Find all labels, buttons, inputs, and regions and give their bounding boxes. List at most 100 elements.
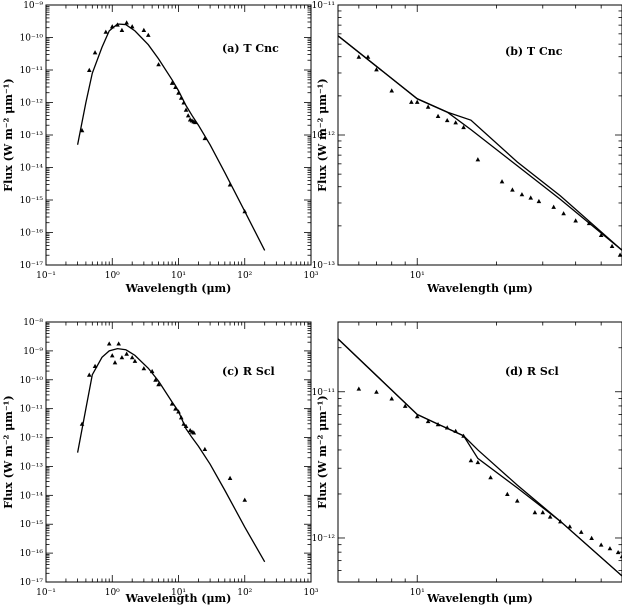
data-point-marker	[578, 529, 584, 534]
data-point-marker	[112, 360, 118, 365]
data-point-marker	[453, 428, 458, 433]
data-point-marker	[116, 341, 121, 346]
data-point-marker	[586, 220, 592, 226]
y-tick-label: 10⁻¹¹	[20, 66, 43, 76]
x-tick-label: 10¹	[171, 588, 186, 598]
data-point-marker	[510, 187, 515, 192]
data-point-marker	[242, 209, 248, 214]
data-point-marker	[145, 32, 151, 37]
data-point-marker	[505, 491, 510, 496]
plot-frame	[337, 4, 622, 266]
data-point-marker	[156, 382, 161, 387]
data-point-marker	[132, 358, 138, 363]
data-point-marker	[598, 542, 604, 547]
y-axis-title: Flux (W m⁻² μm⁻¹)	[316, 395, 329, 508]
y-tick-label: 10⁻¹⁵	[20, 520, 44, 530]
data-point-marker	[191, 430, 197, 435]
y-tick-label: 10⁻⁸	[23, 318, 43, 328]
data-point-marker	[227, 475, 233, 480]
y-tick-label: 10⁻¹²	[20, 99, 44, 109]
x-tick-label: 10¹	[171, 271, 186, 281]
panel-label: (b) T Cnc	[505, 45, 563, 58]
data-point-marker	[109, 24, 115, 29]
data-point-marker	[124, 351, 129, 356]
data-point-marker	[573, 218, 578, 223]
y-axis-title: Flux (W m⁻² μm⁻¹)	[316, 78, 329, 191]
y-tick-label: 10⁻¹³	[312, 261, 336, 271]
data-point-marker	[129, 24, 135, 29]
y-tick-label: 10⁻¹⁵	[20, 196, 44, 206]
data-point-marker	[414, 414, 420, 419]
x-axis-title: Wavelength (μm)	[426, 282, 533, 295]
y-tick-label: 10⁻⁹	[23, 347, 43, 357]
data-point-marker	[79, 128, 85, 133]
data-point-marker	[129, 355, 135, 360]
data-point-marker	[519, 192, 525, 197]
data-point-marker	[475, 459, 481, 465]
data-point-marker	[374, 389, 379, 394]
data-point-marker	[365, 54, 371, 59]
data-point-marker	[109, 353, 115, 358]
y-tick-label: 10⁻¹⁷	[20, 261, 44, 271]
data-point-marker	[79, 421, 85, 426]
chart-panel-2: 10¹ 10⁻¹³ 10⁻¹² 10⁻¹¹ Wavelength (μm) Flux (W…	[312, 1, 622, 295]
data-point-marker	[547, 514, 553, 519]
data-point-marker	[444, 425, 450, 430]
data-point-marker	[86, 67, 92, 72]
plot-frame	[45, 321, 312, 583]
y-tick-label: 10⁻¹⁴	[20, 491, 44, 501]
y-tick-label: 10⁻¹²	[312, 534, 336, 544]
data-point-marker	[115, 22, 120, 27]
data-point-marker	[178, 415, 184, 420]
panel-label: (d) R Scl	[505, 365, 559, 378]
x-tick-label: 10²	[237, 588, 252, 598]
data-point-marker	[202, 135, 208, 141]
y-tick-label: 10⁻¹³	[20, 462, 44, 472]
data-point-marker	[356, 386, 362, 391]
y-tick-label: 10⁻¹³	[20, 131, 44, 141]
data-point-marker	[153, 377, 158, 382]
data-point-marker	[183, 423, 189, 429]
data-point-marker	[488, 475, 493, 480]
data-point-marker	[536, 198, 542, 204]
data-point-marker	[183, 107, 189, 112]
model-sed-line	[338, 35, 622, 251]
data-point-marker	[202, 446, 208, 452]
data-point-marker	[193, 119, 198, 125]
data-point-marker	[389, 88, 395, 93]
plot-frame	[337, 321, 622, 583]
x-tick-label: 10⁰	[105, 271, 120, 281]
data-point-marker	[119, 355, 125, 360]
data-point-marker	[374, 67, 379, 72]
data-point-marker	[532, 510, 538, 515]
data-point-marker	[181, 100, 187, 105]
data-point-marker	[173, 406, 178, 411]
data-point-marker	[435, 113, 441, 119]
model-sed-line	[338, 338, 622, 577]
y-tick-label: 10⁻¹²	[20, 434, 44, 444]
x-tick-label: 10²	[237, 271, 252, 281]
x-tick-label: 10³	[303, 271, 318, 281]
data-point-marker	[86, 372, 92, 377]
x-tick-label: 10¹	[410, 588, 425, 598]
data-point-marker	[435, 422, 441, 427]
data-point-marker	[227, 182, 233, 187]
x-tick-label: 10³	[303, 588, 318, 598]
data-point-marker	[615, 549, 621, 555]
data-point-marker	[444, 117, 450, 123]
data-point-marker	[141, 27, 147, 33]
chart-panel-1: 10⁻¹ 10⁰ 10¹ 10² 10³ 10⁻¹⁷ 10⁻¹⁶ 10⁻¹⁵ 10⁻¹⁴ 10⁻¹…	[2, 1, 319, 295]
y-tick-label: 10⁻⁹	[23, 1, 43, 11]
data-point-marker	[106, 341, 112, 346]
data-point-marker	[461, 124, 466, 130]
data-point-marker	[514, 498, 520, 503]
y-tick-label: 10⁻¹⁶	[20, 229, 44, 239]
y-tick-label: 10⁻¹⁰	[20, 376, 44, 386]
data-point-marker	[609, 243, 615, 249]
data-point-marker	[540, 510, 546, 515]
y-tick-label: 10⁻¹¹	[312, 1, 335, 11]
data-point-marker	[124, 20, 129, 25]
data-point-marker	[409, 99, 414, 104]
data-point-marker	[607, 546, 613, 551]
